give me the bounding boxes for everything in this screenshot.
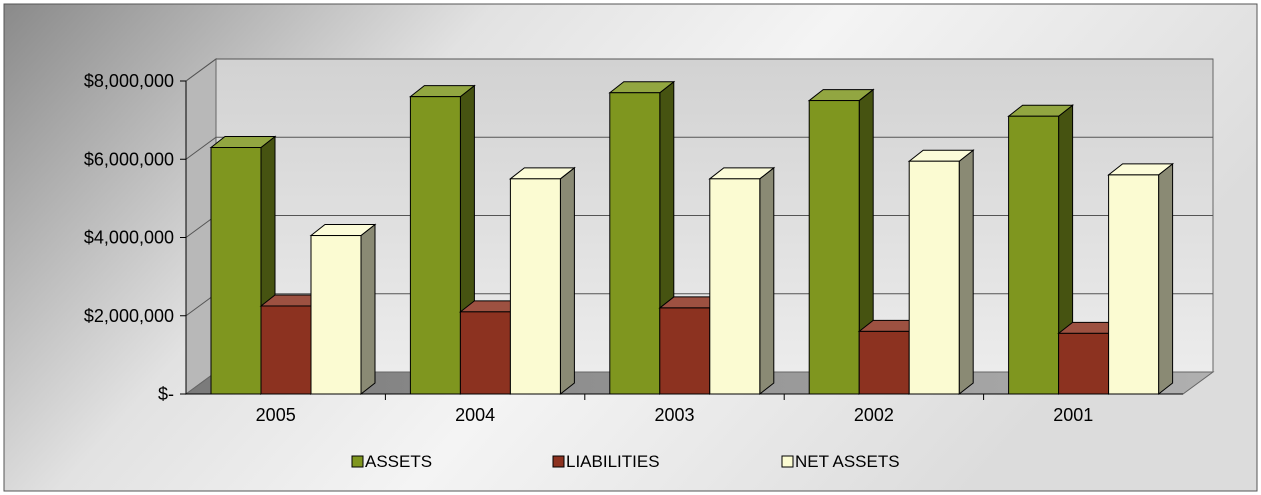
x-tick-label: 2001 xyxy=(1053,405,1093,425)
bar-assets-2001 xyxy=(1007,104,1075,396)
x-tick-label: 2004 xyxy=(455,405,495,425)
bar-front xyxy=(709,178,761,395)
legend-item-liabilities: LIABILITIES xyxy=(552,452,660,471)
legend-swatch xyxy=(781,455,794,468)
bar-front xyxy=(609,92,661,395)
y-tick-label: $8,000,000 xyxy=(84,71,174,91)
bar-side xyxy=(360,223,376,396)
bar-front xyxy=(1058,332,1110,395)
y-tick-label: $6,000,000 xyxy=(84,149,174,169)
bar-side xyxy=(559,166,575,396)
bar-front xyxy=(908,160,960,395)
bar-side xyxy=(759,166,775,396)
bar-front xyxy=(310,235,362,395)
bar-net-assets-2002 xyxy=(907,149,975,396)
x-tick-label: 2002 xyxy=(854,405,894,425)
bar-assets-2003 xyxy=(608,80,676,396)
bar-side xyxy=(958,149,974,396)
y-tick-label: $- xyxy=(158,384,174,404)
y-tick-label: $2,000,000 xyxy=(84,306,174,326)
x-tick-label: 2003 xyxy=(654,405,694,425)
bar-net-assets-2003 xyxy=(708,166,776,396)
bar-front xyxy=(1008,115,1060,395)
bar-front xyxy=(210,147,262,395)
bar-net-assets-2004 xyxy=(508,166,576,396)
legend-item-net-assets: NET ASSETS xyxy=(781,452,900,471)
gridline xyxy=(185,136,1213,160)
legend-label: ASSETS xyxy=(365,452,432,471)
x-tick-label: 2005 xyxy=(256,405,296,425)
bar-front xyxy=(459,311,511,395)
bar-front xyxy=(1108,174,1160,395)
legend: ASSETS LIABILITIES NET ASSETS xyxy=(351,452,900,471)
gridline xyxy=(185,58,1213,82)
bar-front xyxy=(808,100,860,395)
bar-front xyxy=(659,307,711,395)
bar-assets-2002 xyxy=(807,88,875,396)
legend-label: LIABILITIES xyxy=(566,452,660,471)
legend-item-assets: ASSETS xyxy=(351,452,432,471)
legend-label: NET ASSETS xyxy=(795,452,900,471)
y-tick-label: $4,000,000 xyxy=(84,228,174,248)
bar-front xyxy=(260,305,312,395)
bar-side xyxy=(1158,162,1174,396)
legend-swatch xyxy=(351,455,364,468)
bar-front xyxy=(509,178,561,395)
bar-net-assets-2001 xyxy=(1107,162,1175,396)
bar-front xyxy=(858,330,910,395)
bar-net-assets-2005 xyxy=(309,223,377,396)
legend-swatch xyxy=(552,455,565,468)
bar-front xyxy=(409,96,461,395)
